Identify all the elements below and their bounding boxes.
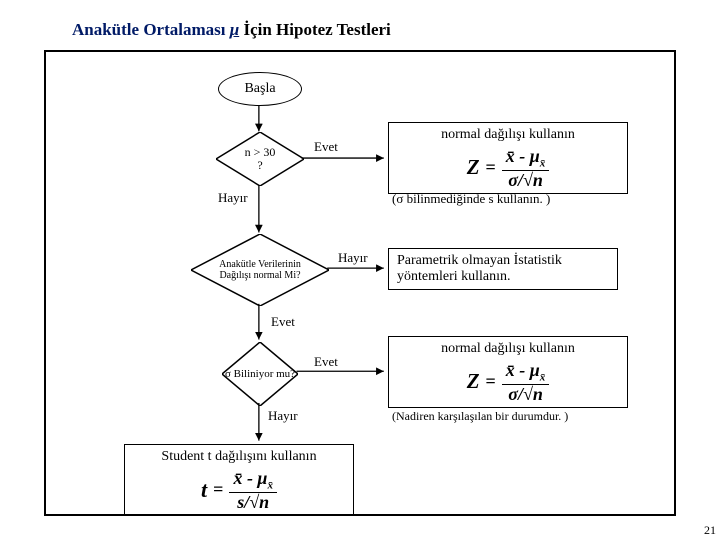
box-use-normal-1-title: normal dağılışı kullanın xyxy=(441,127,575,143)
decision-sigma-known: σ Biliniyor mu? xyxy=(222,342,298,406)
decision-n30: n > 30 ? xyxy=(216,132,304,186)
edge-label-evet-1: Evet xyxy=(314,139,338,155)
formula-z-2: Z = x̄ - μx̄ σ/√n xyxy=(467,361,550,403)
title-prefix: Anakütle Ortalaması xyxy=(72,20,230,39)
page-number: 21 xyxy=(704,523,716,538)
start-label: Başla xyxy=(244,81,275,97)
note-sigma-unknown: (σ bilinmediğinde s kullanın. ) xyxy=(392,192,550,207)
formula-t: t = x̄ - μx̄ s/√n xyxy=(201,469,277,511)
box-student-t-title: Student t dağılışını kullanın xyxy=(161,449,316,465)
decision-pop-normal: Anakütle Verilerinin Dağılışı normal Mi? xyxy=(191,234,329,306)
title-mu: μ xyxy=(230,20,239,39)
formula-z-1: Z = x̄ - μx̄ σ/√n xyxy=(467,147,550,189)
title-suffix: İçin Hipotez Testleri xyxy=(239,20,391,39)
decision-sigma-known-label: σ Biliniyor mu? xyxy=(222,342,298,406)
note-rare: (Nadiren karşılaşılan bir durumdur. ) xyxy=(392,410,568,424)
edge-label-hayir-1: Hayır xyxy=(218,190,248,206)
edge-label-hayir-3: Hayır xyxy=(268,408,298,424)
flowchart-frame: Başla n > 30 ? Evet Hayır normal dağılış… xyxy=(44,50,676,516)
box-nonparametric: Parametrik olmayan İstatistik yöntemleri… xyxy=(388,248,618,290)
edge-label-hayir-2: Hayır xyxy=(338,250,368,266)
box-use-normal-2: normal dağılışı kullanın Z = x̄ - μx̄ σ/… xyxy=(388,336,628,408)
start-node: Başla xyxy=(218,72,302,106)
box-nonparametric-text: Parametrik olmayan İstatistik yöntemleri… xyxy=(397,253,609,285)
edge-label-evet-2: Evet xyxy=(271,314,295,330)
decision-n30-label: n > 30 ? xyxy=(216,132,304,186)
box-use-normal-2-title: normal dağılışı kullanın xyxy=(441,341,575,357)
box-use-normal-1: normal dağılışı kullanın Z = x̄ - μx̄ σ/… xyxy=(388,122,628,194)
edge-label-evet-3: Evet xyxy=(314,354,338,370)
box-student-t: Student t dağılışını kullanın t = x̄ - μ… xyxy=(124,444,354,516)
decision-pop-normal-label: Anakütle Verilerinin Dağılışı normal Mi? xyxy=(191,234,329,306)
page-title: Anakütle Ortalaması μ İçin Hipotez Testl… xyxy=(72,20,391,40)
